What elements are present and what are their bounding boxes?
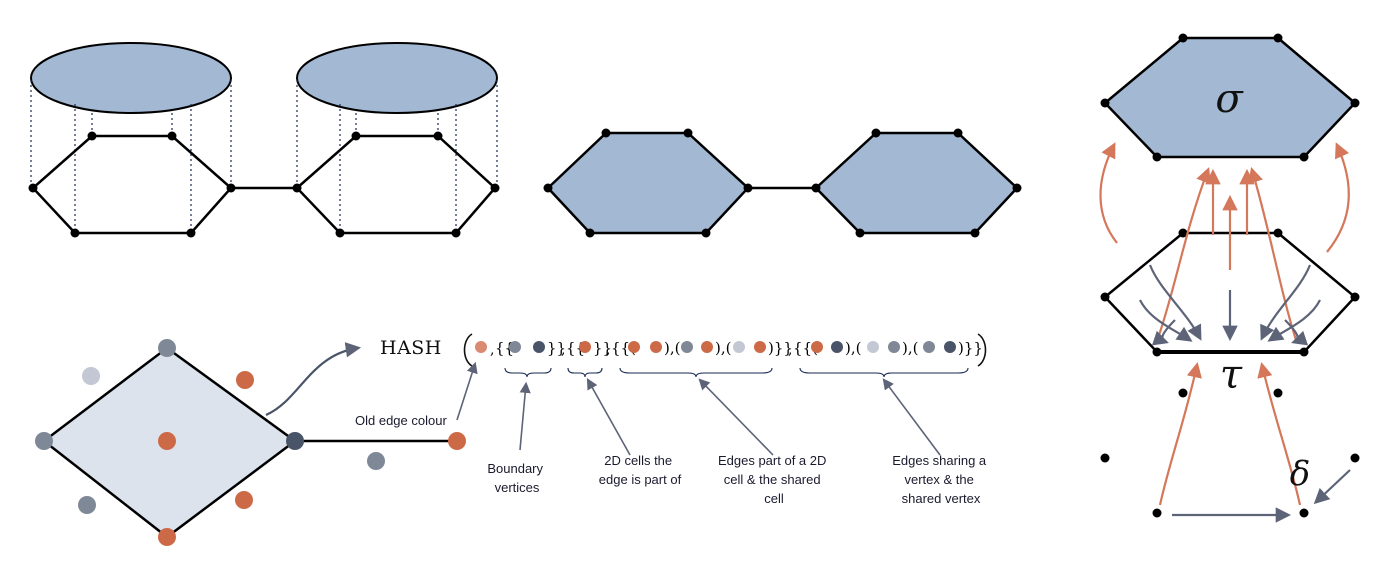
- hash-dot: [533, 341, 545, 353]
- hash-dot: [831, 341, 843, 353]
- vertex-dot: [286, 432, 304, 450]
- hash-dot: [867, 341, 879, 353]
- hash-dot: [923, 341, 935, 353]
- brace: ),(: [715, 339, 731, 357]
- hash-dot: [888, 341, 900, 353]
- delta-arrows: [1172, 469, 1351, 523]
- hexagon-outline-right: [295, 134, 497, 235]
- hash-dot: [509, 341, 521, 353]
- hash-dot: [944, 341, 956, 353]
- sep: ,: [490, 342, 494, 358]
- delta-label: δ: [1290, 454, 1310, 494]
- brace: )}}: [768, 339, 793, 357]
- upper-adjacency-arrows: [1099, 142, 1350, 341]
- sep: ,: [561, 342, 565, 358]
- cell-complex-panel: [543, 128, 1022, 238]
- brace: {{: [495, 339, 514, 357]
- cell-ellipse-left: [30, 42, 232, 114]
- filled-hexagon-left: [546, 131, 750, 235]
- sep: ,: [788, 342, 792, 358]
- cell-colour-dot: [158, 432, 176, 450]
- edge-colour-dot: [367, 452, 385, 470]
- filled-hexagon-right: [814, 131, 1019, 235]
- edge-colour-dot: [235, 491, 253, 509]
- lifted-complex-panel: [28, 42, 500, 238]
- lower-arrows: [1158, 361, 1302, 506]
- hash-dot: [733, 341, 745, 353]
- old-edge-colour-dot: [475, 341, 487, 353]
- incidence-panel: σ τ: [1099, 33, 1360, 523]
- lift-dotted-lines: [30, 80, 498, 233]
- vertex-dot: [158, 528, 176, 546]
- hash-dot: [681, 341, 693, 353]
- annotation-arrows: [456, 361, 941, 456]
- hash-label: HASH: [380, 337, 442, 359]
- boundary-arrows: [1139, 264, 1321, 346]
- vertex-dot: [158, 339, 176, 357]
- caption-edges-shared-vertex: Edges sharing a vertex & the shared vert…: [892, 453, 990, 506]
- caption-edges-shared-cell: Edges part of a 2D cell & the shared cel…: [718, 453, 830, 506]
- caption-cells-of-edge: 2D cells the edge is part of: [599, 453, 682, 487]
- brace: ),(: [845, 339, 861, 357]
- edge-to-hash-arrow: [265, 342, 362, 417]
- hash-dot: [650, 341, 662, 353]
- brace: }}: [593, 339, 612, 357]
- underbraces: [504, 367, 969, 378]
- edge-colour-dot: [78, 496, 96, 514]
- brace: }}: [547, 339, 566, 357]
- hexagon-outline-left: [31, 134, 233, 235]
- hash-dot: [811, 341, 823, 353]
- edge-colour-dot: [236, 371, 254, 389]
- hash-dot: [628, 341, 640, 353]
- incidence-vertices: [1100, 33, 1360, 518]
- graph-vertices: [28, 131, 500, 238]
- vertex-dot: [448, 432, 466, 450]
- complex-vertices: [543, 128, 1022, 238]
- close-paren: [977, 333, 987, 367]
- brace: ),(: [902, 339, 918, 357]
- diamond-colouring-panel: [35, 339, 466, 546]
- open-paren: [463, 333, 473, 367]
- sep: ,: [606, 342, 610, 358]
- hash-dot: [579, 341, 591, 353]
- brace: {{(: [793, 339, 818, 357]
- caption-boundary-vertices: Boundary vertices: [487, 461, 546, 495]
- sigma-label: σ: [1215, 76, 1244, 122]
- hash-dot: [754, 341, 766, 353]
- hash-dot: [701, 341, 713, 353]
- hash-expression: HASH , {{ }} , {{ }} , {{( ),( ),( )}} ,…: [355, 333, 990, 506]
- tau-label: τ: [1220, 352, 1243, 398]
- cell-ellipse-right: [296, 42, 498, 114]
- vertex-dot: [35, 432, 53, 450]
- brace: ),(: [664, 339, 680, 357]
- brace: )}}: [958, 339, 983, 357]
- edge-colour-dot: [82, 367, 100, 385]
- caption-old-edge-colour: Old edge colour: [355, 413, 447, 428]
